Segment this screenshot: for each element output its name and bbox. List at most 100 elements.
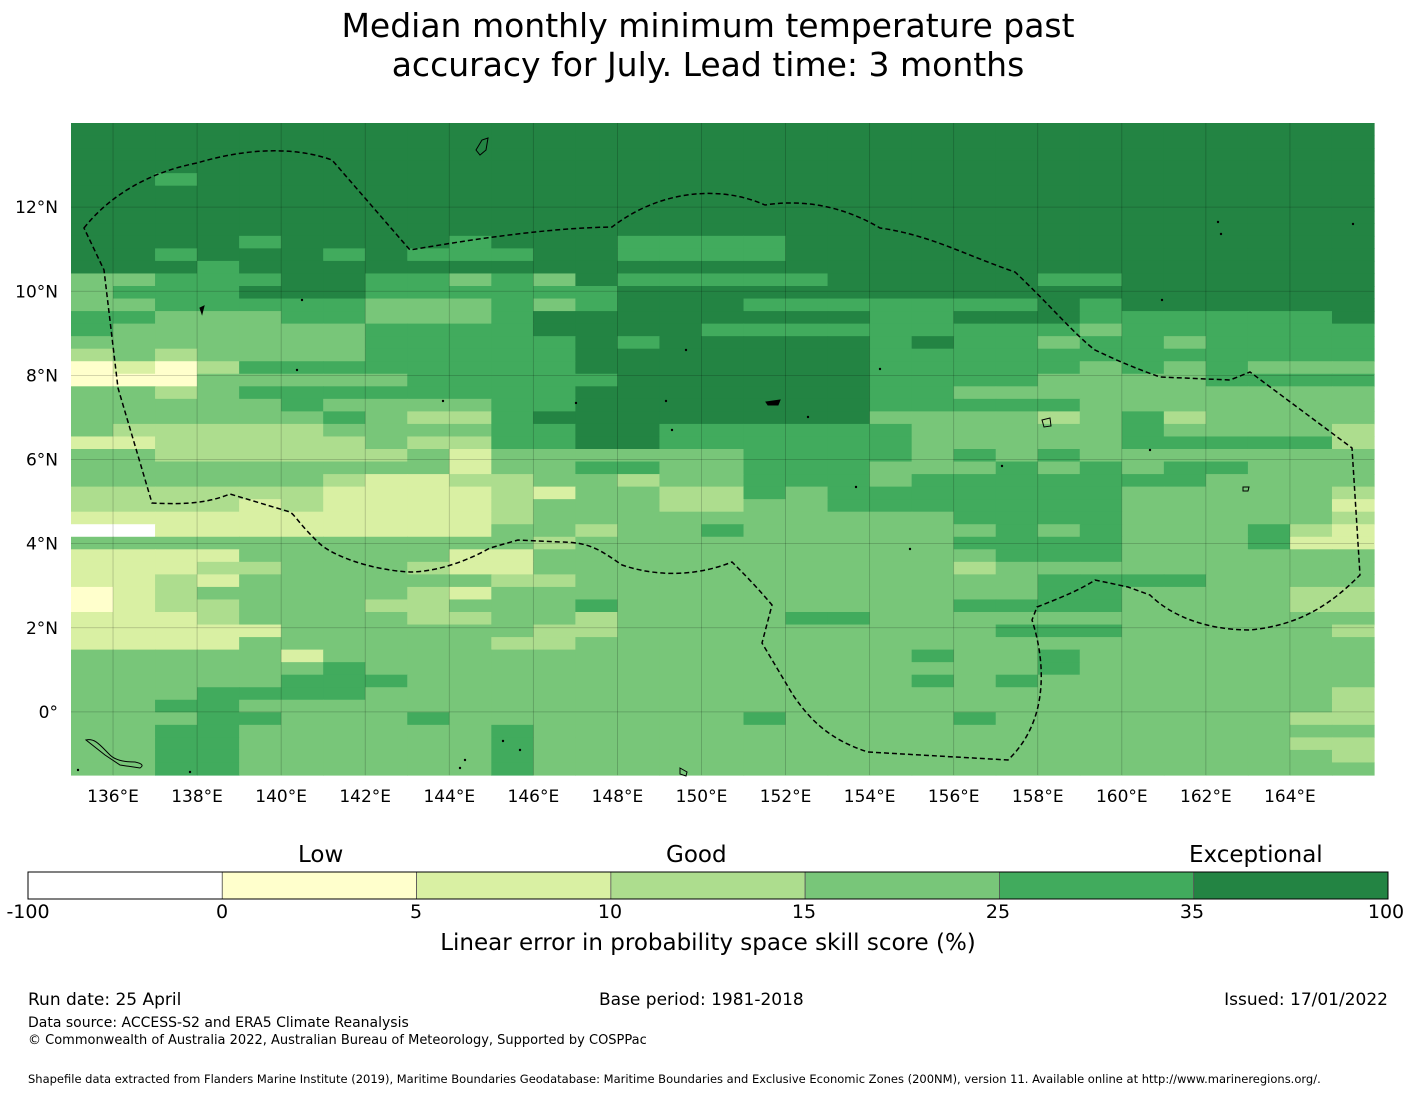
grid-cell: [1247, 737, 1291, 751]
atoll-dot: [441, 399, 445, 403]
grid-cell: [71, 712, 114, 726]
grid-cell: [113, 173, 156, 187]
grid-cell: [785, 637, 829, 651]
grid-cell: [953, 336, 997, 350]
atoll-dot: [300, 298, 304, 302]
grid-cell: [281, 549, 324, 563]
grid-cell: [533, 135, 576, 149]
grid-cell: [533, 348, 576, 362]
grid-cell: [323, 649, 366, 663]
grid-cell: [785, 612, 829, 626]
grid-cell: [1247, 311, 1291, 325]
grid-cell: [155, 612, 198, 626]
grid-cell: [701, 737, 745, 751]
grid-cell: [617, 524, 661, 538]
grid-cell: [1331, 185, 1375, 199]
grid-cell: [869, 135, 913, 149]
grid-cell: [491, 749, 534, 764]
grid-cell: [953, 348, 997, 362]
grid-cell: [1289, 210, 1333, 224]
grid-cell: [1079, 662, 1123, 676]
grid-cell: [1331, 737, 1375, 751]
grid-cell: [701, 260, 745, 275]
latitude-tick-label: 10°N: [15, 282, 58, 302]
grid-cell: [113, 398, 156, 412]
grid-cell: [575, 511, 619, 525]
grid-cell: [407, 612, 450, 626]
grid-cell: [365, 624, 408, 638]
grid-cell: [701, 449, 745, 463]
grid-cell: [701, 423, 745, 438]
grid-cell: [71, 148, 114, 162]
grid-cell: [155, 423, 198, 438]
grid-cell: [911, 687, 955, 701]
grid-cell: [701, 674, 745, 688]
grid-cell: [617, 311, 661, 325]
grid-cell: [911, 486, 955, 500]
grid-cell: [1247, 561, 1291, 575]
grid-cell: [239, 135, 282, 149]
grid-cell: [575, 687, 619, 701]
grid-cell: [659, 674, 703, 688]
grid-cell: [323, 398, 366, 412]
grid-cell: [701, 436, 745, 450]
grid-cell: [491, 486, 534, 500]
grid-cell: [1163, 649, 1207, 663]
grid-cell: [1289, 586, 1333, 601]
grid-cell: [1247, 135, 1291, 149]
grid-cell: [197, 323, 240, 337]
grid-cell: [197, 298, 240, 312]
grid-cell: [1037, 662, 1081, 676]
grid-cell: [869, 649, 913, 663]
grid-cell: [1037, 474, 1081, 488]
grid-cell: [1037, 298, 1081, 312]
grid-cell: [323, 737, 366, 751]
grid-cell: [407, 210, 450, 224]
grid-cell: [785, 687, 829, 701]
grid-cell: [239, 586, 282, 601]
grid-cell: [743, 749, 787, 764]
grid-cell: [1079, 185, 1123, 199]
grid-cell: [995, 712, 1039, 726]
grid-cell: [659, 160, 703, 174]
grid-cell: [1121, 398, 1165, 412]
grid-cell: [869, 198, 913, 212]
grid-cell: [197, 348, 240, 362]
grid-cell: [323, 148, 366, 162]
colorbar-good-label: Good: [666, 842, 727, 868]
grid-cell: [449, 373, 492, 387]
grid-cell: [365, 549, 408, 563]
grid-cell: [323, 323, 366, 337]
grid-cell: [239, 762, 282, 776]
grid-cell: [1205, 674, 1249, 688]
grid-cell: [155, 624, 198, 638]
grid-cell: [239, 286, 282, 300]
grid-cell: [911, 198, 955, 212]
grid-cell: [911, 449, 955, 463]
grid-cell: [785, 599, 829, 613]
grid-cell: [533, 662, 576, 676]
grid-cell: [743, 260, 787, 275]
grid-cell: [659, 612, 703, 626]
grid-cell: [785, 398, 829, 412]
grid-cell: [1205, 210, 1249, 224]
grid-cell: [407, 749, 450, 764]
grid-cell: [995, 461, 1039, 475]
grid-cell: [953, 185, 997, 199]
grid-cell: [869, 499, 913, 513]
grid-cell: [953, 461, 997, 475]
grid-cell: [1331, 323, 1375, 337]
grid-cell: [365, 123, 408, 137]
grid-cell: [407, 499, 450, 513]
grid-cell: [365, 373, 408, 387]
grid-cell: [197, 386, 240, 400]
map-title: Median monthly minimum temperature past …: [0, 6, 1416, 84]
grid-cell: [1331, 273, 1375, 287]
grid-cell: [71, 687, 114, 701]
grid-cell: [743, 511, 787, 525]
grid-cell: [71, 486, 114, 500]
grid-cell: [1037, 449, 1081, 463]
grid-cell: [155, 511, 198, 525]
grid-cell: [911, 662, 955, 676]
grid-cell: [1331, 461, 1375, 475]
